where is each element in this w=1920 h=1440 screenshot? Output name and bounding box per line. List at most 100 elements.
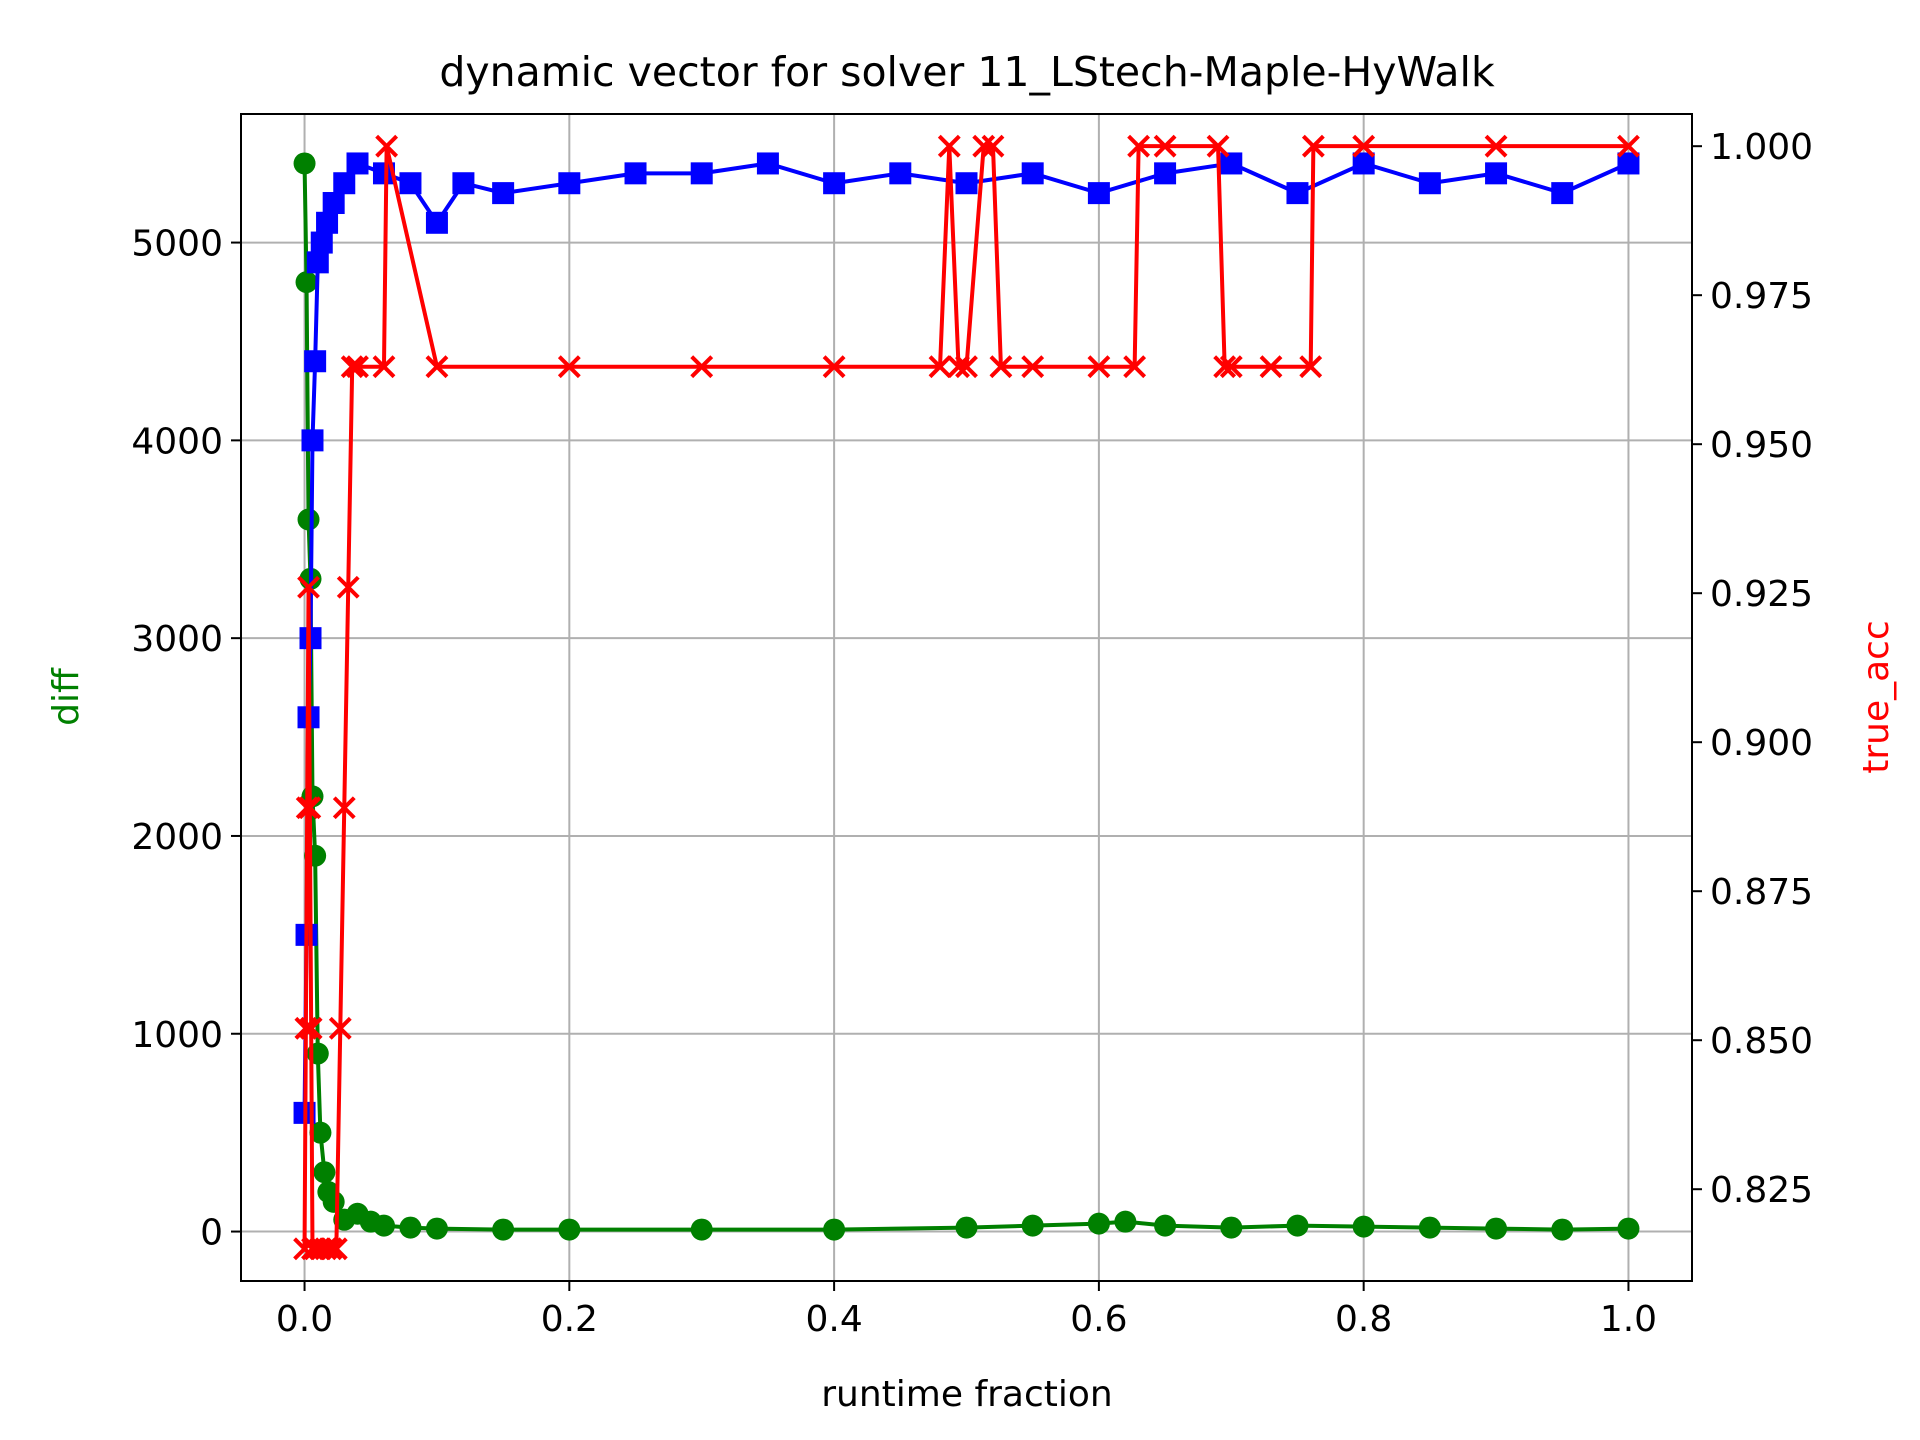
data-point <box>1213 355 1237 379</box>
y-axis-right-label: true_acc <box>1856 620 1897 774</box>
data-point <box>301 429 324 452</box>
data-point <box>1617 152 1640 175</box>
data-point <box>1352 152 1375 175</box>
data-point <box>557 355 581 379</box>
data-point <box>492 182 515 205</box>
y-right-tick-label: 1.000 <box>1710 127 1813 168</box>
data-point <box>1021 162 1044 185</box>
data-point <box>346 152 369 175</box>
data-point <box>1418 1216 1441 1239</box>
data-point <box>972 134 996 158</box>
data-point <box>375 134 399 158</box>
y-right-tick-label: 0.925 <box>1710 574 1813 615</box>
data-point <box>1299 355 1323 379</box>
data-point <box>425 1217 448 1240</box>
data-point <box>313 1161 336 1184</box>
data-point <box>947 355 970 379</box>
data-point <box>1551 182 1574 205</box>
data-point <box>425 211 448 234</box>
y-right-tick-label: 0.975 <box>1710 276 1813 317</box>
data-point <box>955 172 978 195</box>
data-point <box>297 508 320 531</box>
y-left-tick-label: 5000 <box>131 224 223 265</box>
series-line <box>302 144 1629 1251</box>
data-point <box>1021 1214 1044 1237</box>
data-point <box>1301 134 1325 158</box>
x-axis-label: runtime fraction <box>821 1374 1113 1415</box>
series-line <box>302 161 1630 1113</box>
data-point <box>316 211 339 234</box>
data-point <box>333 172 356 195</box>
data-point <box>1087 355 1111 379</box>
data-point <box>1153 134 1177 158</box>
y-right-tick-label: 0.875 <box>1710 872 1813 913</box>
data-point <box>1352 1215 1375 1238</box>
series-line <box>302 163 1629 1232</box>
data-point <box>1617 134 1640 158</box>
data-point <box>372 355 396 379</box>
data-point <box>756 152 779 175</box>
data-point <box>304 350 327 373</box>
data-point <box>558 1218 581 1241</box>
data-point <box>372 1214 395 1237</box>
data-point <box>1259 355 1283 379</box>
y-right-tick-label: 0.950 <box>1710 425 1813 466</box>
y-axis-left: 0 1000 2000 3000 4000 5000 <box>131 224 241 1254</box>
data-point <box>294 1016 318 1040</box>
x-tick-label: 0.6 <box>1070 1299 1127 1340</box>
data-point <box>1087 1212 1110 1235</box>
data-point <box>1123 355 1147 379</box>
data-point <box>955 355 978 379</box>
x-tick-label: 0.2 <box>541 1299 598 1340</box>
data-point <box>1021 355 1045 379</box>
data-point <box>690 162 713 185</box>
data-point <box>492 1218 515 1241</box>
data-point <box>1114 1210 1137 1233</box>
data-point <box>1087 182 1110 205</box>
y-left-tick-label: 3000 <box>131 619 223 660</box>
data-point <box>1352 134 1376 158</box>
series-circle <box>293 152 1640 1241</box>
y-left-tick-label: 4000 <box>131 421 223 462</box>
data-point <box>1219 355 1243 379</box>
x-axis: 0.0 0.2 0.4 0.6 0.8 1.0 <box>276 1281 1657 1340</box>
series-x <box>293 134 1640 1261</box>
data-point <box>1485 1217 1508 1240</box>
data-point <box>299 1016 323 1040</box>
data-point <box>1485 162 1508 185</box>
data-point <box>822 355 846 379</box>
data-point <box>340 355 364 379</box>
y-left-tick-label: 1000 <box>131 1015 223 1056</box>
data-point <box>1206 134 1230 158</box>
data-point <box>293 152 316 175</box>
data-point <box>1286 1214 1309 1237</box>
y-axis-right: 0.825 0.850 0.875 0.900 0.925 0.950 0.975 1.000 <box>1692 127 1813 1211</box>
data-point <box>1220 152 1243 175</box>
data-point <box>823 172 846 195</box>
data-point <box>928 355 952 379</box>
data-point <box>823 1218 846 1241</box>
x-tick-label: 0.8 <box>1335 1299 1392 1340</box>
data-point <box>955 1216 978 1239</box>
data-point <box>1484 134 1508 158</box>
data-point <box>324 1237 348 1261</box>
x-tick-label: 1.0 <box>1600 1299 1657 1340</box>
data-point <box>1617 1217 1640 1240</box>
series-square <box>293 152 1640 1124</box>
data-point <box>624 162 647 185</box>
data-point <box>310 231 333 254</box>
x-tick-label: 0.0 <box>276 1299 333 1340</box>
data-point <box>306 251 329 274</box>
data-point <box>346 355 369 379</box>
data-point <box>1220 1216 1243 1239</box>
data-point <box>1418 172 1441 195</box>
data-point <box>1286 182 1309 205</box>
data-point <box>1154 1214 1177 1237</box>
data-point <box>1127 134 1151 158</box>
data-point <box>981 134 1005 158</box>
data-point <box>558 172 581 195</box>
data-point <box>336 575 360 599</box>
data-point <box>937 134 961 158</box>
y-left-tick-label: 0 <box>200 1213 223 1254</box>
